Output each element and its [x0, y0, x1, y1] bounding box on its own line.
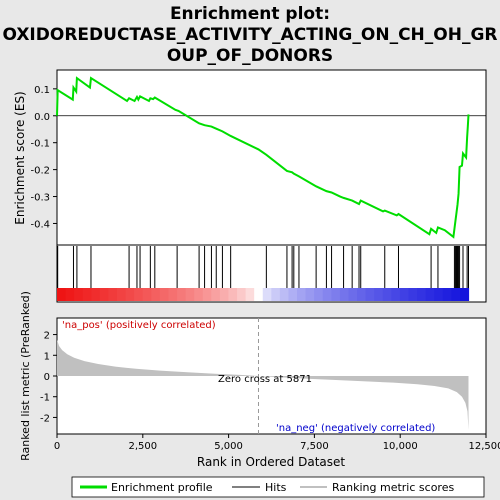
- color-bar-segment: [134, 288, 144, 301]
- color-bar-segment: [357, 288, 367, 301]
- rank-y-axis-label: Ranked list metric (PreRanked): [19, 291, 32, 461]
- color-bar-segment: [177, 288, 187, 301]
- rank-color-bar: [57, 288, 470, 301]
- color-bar-segment: [211, 288, 221, 301]
- color-bar-segment: [185, 288, 195, 301]
- zero-cross-label: Zero cross at 5871: [218, 374, 312, 385]
- color-bar-segment: [425, 288, 435, 301]
- color-bar-segment: [365, 288, 375, 301]
- chart-title-line-3: OUP_OF_DONORS: [167, 46, 333, 66]
- color-bar-segment: [125, 288, 135, 301]
- color-bar-segment: [82, 288, 92, 301]
- chart-title-line-1: Enrichment plot:: [170, 4, 330, 24]
- legend-box: [71, 476, 485, 498]
- color-bar-segment: [314, 288, 324, 301]
- rank-x-tick-label: 0: [54, 441, 60, 452]
- color-bar-segment: [237, 288, 247, 301]
- rank-x-tick-label: 2,500: [128, 441, 157, 452]
- legend-hits-label: Hits: [265, 481, 287, 494]
- color-bar-segment: [142, 288, 152, 301]
- enrichment-profile-line: [56, 76, 470, 239]
- rank-y-tick-label: 0: [44, 372, 50, 383]
- color-bar-segment: [339, 288, 350, 301]
- rank-y-tick-label: -2: [40, 413, 50, 424]
- color-bar-segment: [91, 288, 101, 301]
- color-bar-segment: [74, 288, 84, 301]
- color-bar-segment: [117, 288, 127, 301]
- es-y-tick-label: 0.1: [34, 85, 50, 96]
- color-bar-segment: [271, 288, 281, 301]
- chart-title-line-2: OXIDOREDUCTASE_ACTIVITY_ACTING_ON_CH_OH_…: [2, 25, 497, 45]
- es-y-axis-ticks: -0.4 -0.3 -0.2 -0.1 0.0 0.1: [30, 85, 57, 230]
- color-bar-segment: [254, 288, 264, 301]
- color-bar-segment: [374, 288, 384, 301]
- rank-y-axis-ticks: -2 -1 0 1 2: [40, 331, 57, 424]
- rank-y-tick-label: 1: [44, 351, 50, 362]
- es-y-tick-label: -0.1: [30, 139, 50, 150]
- legend-ranking-label: Ranking metric scores: [332, 481, 454, 494]
- color-bar-segment: [228, 288, 238, 301]
- color-bar-segment: [399, 288, 410, 301]
- color-bar-segment: [168, 288, 178, 301]
- color-bar-segment: [348, 288, 358, 301]
- color-bar-segment: [417, 288, 427, 301]
- color-bar-segment: [382, 288, 392, 301]
- color-bar-segment: [322, 288, 332, 301]
- neg-correlated-label: 'na_neg' (negatively correlated): [276, 423, 435, 434]
- color-bar-segment: [159, 288, 170, 301]
- color-bar-segment: [434, 288, 444, 301]
- color-bar-segment: [99, 288, 110, 301]
- color-bar-segment: [65, 288, 75, 301]
- legend-enrichment-label: Enrichment profile: [111, 481, 213, 494]
- pos-correlated-label: 'na_pos' (positively correlated): [62, 320, 216, 331]
- rank-y-tick-label: -1: [40, 393, 50, 404]
- rank-x-tick-label: 5,000: [214, 441, 243, 452]
- color-bar-segment: [245, 288, 255, 301]
- color-bar-segment: [331, 288, 341, 301]
- color-bar-segment: [151, 288, 161, 301]
- hits-marks: [56, 246, 469, 288]
- color-bar-segment: [288, 288, 298, 301]
- color-bar-segment: [305, 288, 315, 301]
- color-bar-segment: [219, 288, 230, 301]
- color-bar-segment: [108, 288, 118, 301]
- color-bar-segment: [451, 288, 461, 301]
- rank-x-tick-label: 7,500: [300, 441, 329, 452]
- es-y-axis-label: Enrichment score (ES): [13, 91, 27, 224]
- es-y-tick-label: 0.0: [34, 112, 50, 123]
- color-bar-segment: [459, 288, 470, 301]
- color-bar-segment: [57, 288, 67, 301]
- color-bar-segment: [194, 288, 204, 301]
- color-bar-segment: [408, 288, 418, 301]
- color-bar-segment: [262, 288, 272, 301]
- color-bar-segment: [202, 288, 212, 301]
- es-y-tick-label: -0.4: [30, 219, 50, 230]
- es-y-tick-label: -0.3: [30, 193, 50, 204]
- color-bar-segment: [391, 288, 401, 301]
- rank-x-axis-ticks: 0 2,500 5,000 7,500 10,000 12,500: [54, 434, 500, 452]
- color-bar-segment: [442, 288, 452, 301]
- rank-x-axis-label: Rank in Ordered Dataset: [197, 455, 345, 469]
- rank-y-tick-label: 2: [44, 331, 50, 342]
- color-bar-segment: [297, 288, 307, 301]
- es-y-tick-label: -0.2: [30, 166, 50, 177]
- color-bar-segment: [279, 288, 290, 301]
- rank-x-tick-label: 12,500: [469, 441, 500, 452]
- rank-x-tick-label: 10,000: [383, 441, 418, 452]
